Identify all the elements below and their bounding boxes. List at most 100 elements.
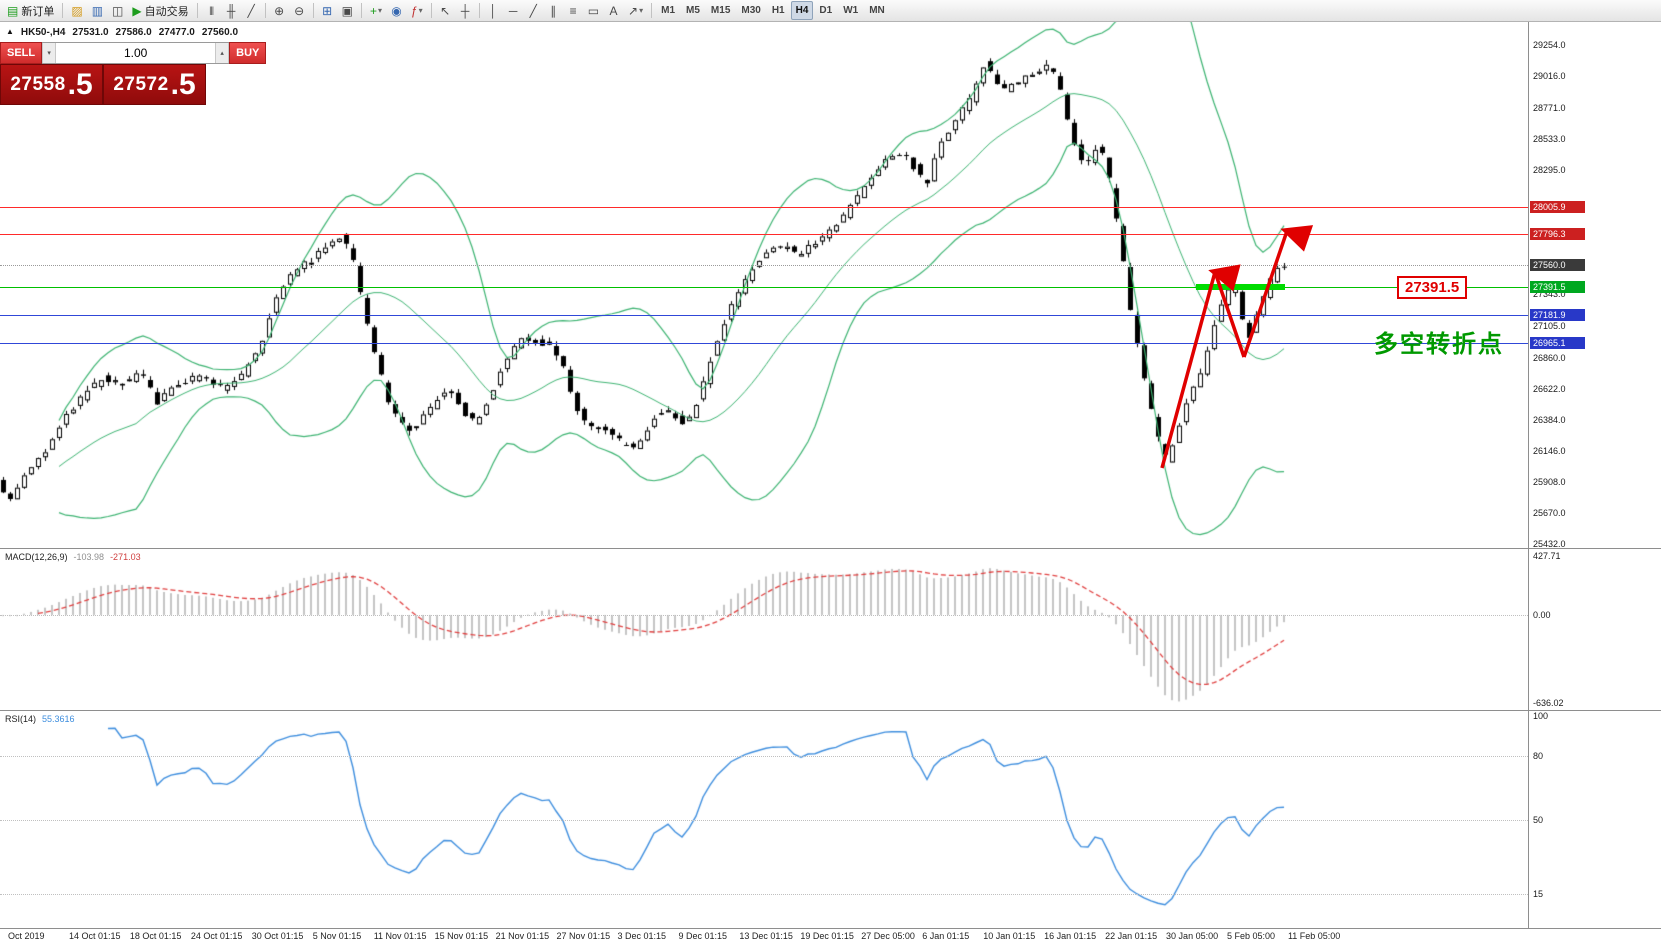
auto-trading-label: 自动交易 xyxy=(144,5,189,18)
sell-button[interactable]: SELL xyxy=(0,42,43,64)
zoom-out-button[interactable]: ⊖ xyxy=(290,1,309,20)
trendline-tool-button[interactable]: ╱ xyxy=(524,1,543,20)
open-value: 27531.0 xyxy=(72,27,109,38)
volume-input[interactable] xyxy=(56,43,216,63)
bar-chart-button[interactable]: ||| xyxy=(202,1,221,20)
channel-icon: ∥ xyxy=(550,3,557,18)
channel-tool-button[interactable]: ∥ xyxy=(544,1,563,20)
price-callout-box[interactable]: 27391.5 xyxy=(1397,276,1468,299)
line-chart-button[interactable]: ╱ xyxy=(242,1,261,20)
timeframe-w1-button[interactable]: W1 xyxy=(838,1,863,20)
text-tool-button[interactable]: A xyxy=(604,1,623,20)
dropdown-icon: ▾ xyxy=(418,6,423,15)
line-chart-icon: ╱ xyxy=(247,3,255,18)
vertical-line-tool-button[interactable]: │ xyxy=(484,1,503,20)
market-watch-button[interactable]: ▥ xyxy=(88,1,107,20)
toolbar-separator xyxy=(651,3,653,18)
new-chart-icon: + xyxy=(369,3,377,18)
macd-signal-value: -271.03 xyxy=(110,552,141,562)
zoom-in-button[interactable]: ⊕ xyxy=(270,1,289,20)
cursor-icon: ↖ xyxy=(440,3,451,18)
main-macd-divider[interactable] xyxy=(0,548,1661,549)
zoom-in-icon: ⊕ xyxy=(274,3,285,18)
volume-decrease-button[interactable]: ▾ xyxy=(42,43,57,63)
auto-trading-play-icon: ▶ xyxy=(132,3,142,18)
close-value: 27560.0 xyxy=(201,27,239,38)
horizontal-line-icon: ─ xyxy=(508,3,518,18)
volume-increase-button[interactable]: ▴ xyxy=(215,43,230,63)
toolbar: ▤ 新订单 ▨ ▥ ◫ ▶ 自动交易 ||| ╫ ╱ ⊕ ⊖ ⊞ ▣ + ▾ ◉ … xyxy=(0,0,1661,22)
macd-rsi-divider[interactable] xyxy=(0,710,1661,711)
cascade-windows-button[interactable]: ▣ xyxy=(338,1,357,20)
market-watch-icon: ▥ xyxy=(91,3,104,18)
timeframe-h4-button[interactable]: H4 xyxy=(790,1,814,20)
macd-value: -103.98 xyxy=(73,552,105,562)
profiles-icon: ▨ xyxy=(71,3,83,18)
globe-button[interactable]: ◉ xyxy=(387,1,406,20)
chart-info-line: ▲ HK50-,H4 27531.0 27586.0 27477.0 27560… xyxy=(6,27,238,38)
rsi-label: RSI(14) 55.3616 xyxy=(5,714,75,724)
arrows-tool-button[interactable]: ↗ ▾ xyxy=(624,1,647,20)
candlestick-icon: ╫ xyxy=(226,3,236,18)
profiles-button[interactable]: ▨ xyxy=(67,1,86,20)
timeframe-m1-button[interactable]: M1 xyxy=(656,1,680,20)
high-value: 27586.0 xyxy=(115,27,152,38)
tile-windows-icon: ⊞ xyxy=(322,3,333,18)
new-order-icon: ▤ xyxy=(7,3,19,18)
buy-price-display[interactable]: 27572.5 xyxy=(103,64,206,105)
macd-name: MACD(12,26,9) xyxy=(5,552,68,562)
turning-point-note[interactable]: 多空转折点 xyxy=(1374,331,1504,358)
timeframe-h1-button[interactable]: H1 xyxy=(767,1,790,20)
symbol-marker-icon: ▲ xyxy=(6,27,14,36)
toolbar-separator xyxy=(312,3,314,18)
crosshair-icon: ┼ xyxy=(460,3,470,18)
low-value: 27477.0 xyxy=(158,27,195,38)
fibonacci-tool-button[interactable]: ≡ xyxy=(564,1,583,20)
navigator-button[interactable]: ◫ xyxy=(108,1,127,20)
time-axis-divider xyxy=(0,928,1661,929)
fibonacci-icon: ≡ xyxy=(569,3,577,18)
buy-price-main: 27572 xyxy=(113,73,169,95)
bar-chart-icon: ||| xyxy=(209,5,214,15)
rsi-value: 55.3616 xyxy=(42,714,75,724)
cascade-windows-icon: ▣ xyxy=(341,3,353,18)
sell-price-display[interactable]: 27558.5 xyxy=(0,64,103,105)
timeframe-group: M1 M5 M15 M30 H1 H4 D1 W1 MN xyxy=(656,1,890,20)
timeframe-m15-button[interactable]: M15 xyxy=(706,1,735,20)
timeframe-d1-button[interactable]: D1 xyxy=(814,1,837,20)
vertical-line-icon: │ xyxy=(489,3,497,18)
toolbar-separator xyxy=(264,3,266,18)
dropdown-icon: ▾ xyxy=(377,6,382,15)
price-axis-separator[interactable] xyxy=(1528,22,1529,928)
trendline-icon: ╱ xyxy=(529,3,537,18)
indicators-button[interactable]: ƒ ▾ xyxy=(407,1,427,20)
candlestick-chart-button[interactable]: ╫ xyxy=(222,1,241,20)
shapes-tool-button[interactable]: ▭ xyxy=(584,1,603,20)
navigator-icon: ◫ xyxy=(112,3,124,18)
macd-label: MACD(12,26,9) -103.98 -271.03 xyxy=(5,552,141,562)
one-click-trading-panel: SELL ▾ ▴ BUY 27558.5 27572.5 xyxy=(0,42,267,105)
tile-windows-button[interactable]: ⊞ xyxy=(318,1,337,20)
toolbar-separator xyxy=(62,3,64,18)
text-tool-icon: A xyxy=(609,3,618,18)
sell-price-fraction: .5 xyxy=(67,67,93,101)
auto-trading-button[interactable]: ▶ 自动交易 xyxy=(128,1,192,20)
timeframe-mn-button[interactable]: MN xyxy=(864,1,890,20)
new-order-label: 新订单 xyxy=(21,5,55,18)
volume-control: ▾ ▴ xyxy=(42,42,230,64)
cursor-button[interactable]: ↖ xyxy=(436,1,455,20)
sell-price-main: 27558 xyxy=(10,73,66,95)
globe-icon: ◉ xyxy=(391,3,402,18)
zoom-out-icon: ⊖ xyxy=(294,3,305,18)
rsi-name: RSI(14) xyxy=(5,714,37,724)
timeframe-m5-button[interactable]: M5 xyxy=(681,1,705,20)
buy-button[interactable]: BUY xyxy=(229,42,267,64)
horizontal-line-tool-button[interactable]: ─ xyxy=(504,1,523,20)
new-chart-button[interactable]: + ▾ xyxy=(366,1,386,20)
crosshair-button[interactable]: ┼ xyxy=(456,1,475,20)
new-order-button[interactable]: ▤ 新订单 xyxy=(3,1,58,20)
timeframe-m30-button[interactable]: M30 xyxy=(736,1,765,20)
toolbar-separator xyxy=(478,3,480,18)
